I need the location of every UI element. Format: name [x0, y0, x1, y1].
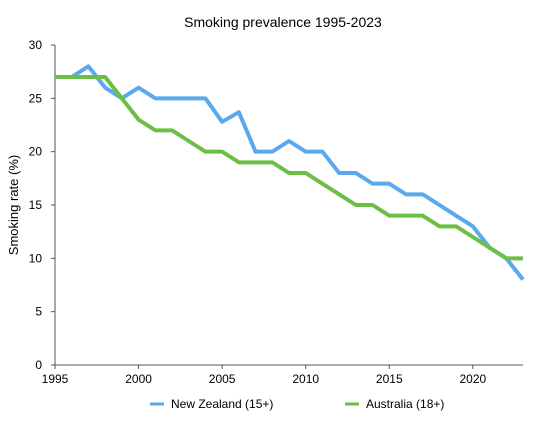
y-tick-label: 20	[29, 145, 43, 159]
y-tick-label: 30	[29, 38, 43, 52]
y-axis-label: Smoking rate (%)	[6, 155, 21, 255]
y-tick-label: 0	[35, 358, 42, 372]
y-tick-label: 10	[29, 251, 43, 265]
x-tick-label: 2010	[292, 372, 319, 386]
legend: New Zealand (15+) Australia (18+)	[150, 397, 444, 411]
chart-title: Smoking prevalence 1995-2023	[184, 14, 382, 30]
series-line-australia	[55, 75, 523, 261]
x-tick-label: 2000	[125, 372, 152, 386]
legend-label: New Zealand (15+)	[171, 397, 273, 411]
x-tick-label: 1995	[42, 372, 69, 386]
x-tick-label: 2015	[376, 372, 403, 386]
plot-area: 0 5 10 15 20 25 30 1995 2000 2005 2010 2015 2020	[29, 38, 525, 386]
y-tick-label: 5	[35, 305, 42, 319]
series-line-new-zealand	[55, 64, 525, 281]
y-tick-label: 25	[29, 91, 43, 105]
y-tick-label: 15	[29, 198, 43, 212]
x-tick-label: 2020	[460, 372, 487, 386]
x-tick-label: 2005	[209, 372, 236, 386]
legend-label: Australia (18+)	[366, 397, 444, 411]
